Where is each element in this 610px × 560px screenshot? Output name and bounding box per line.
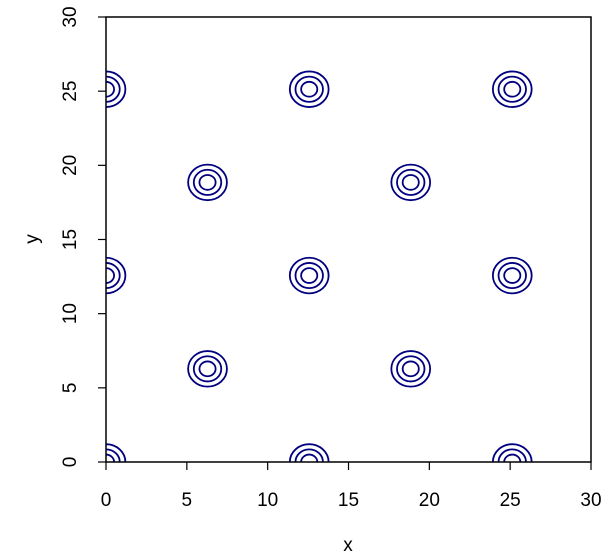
y-tick-label: 20	[60, 155, 81, 176]
contour-ring	[503, 267, 522, 284]
x-axis: 0 5 10 15 20 25 30	[101, 462, 602, 511]
contour-peak	[491, 70, 533, 108]
contour-ring	[187, 350, 228, 388]
contour-ring	[192, 355, 223, 383]
y-axis-label: y	[22, 234, 43, 244]
contour-ring	[300, 80, 319, 98]
contour-peak	[390, 350, 432, 388]
contour-ring	[491, 256, 533, 295]
contour-ring	[187, 163, 228, 202]
x-tick-label: 10	[257, 490, 278, 511]
x-tick-label: 5	[182, 490, 193, 511]
contour-layer	[106, 70, 533, 462]
contour-ring	[300, 267, 319, 284]
contour-ring	[396, 355, 426, 383]
y-tick-label: 15	[60, 229, 81, 250]
contour-ring	[106, 75, 121, 103]
contour-ring	[198, 174, 217, 191]
contour-peak	[106, 70, 127, 108]
contour-ring	[106, 262, 121, 290]
contour-ring	[396, 168, 426, 196]
x-tick-label: 25	[500, 490, 521, 511]
contour-ring	[300, 453, 319, 462]
contour-ring	[491, 70, 533, 108]
contour-ring	[401, 174, 420, 191]
y-tick-label: 10	[60, 303, 81, 324]
contour-ring	[497, 75, 527, 103]
y-axis: 0 5 10 15 20 25 30	[60, 6, 106, 467]
contour-peak	[187, 163, 228, 202]
contour-peak	[288, 70, 330, 108]
contour-peak	[390, 163, 432, 202]
x-tick-label: 20	[419, 490, 440, 511]
contour-ring	[390, 350, 432, 388]
contour-ring	[401, 360, 420, 378]
y-tick-label: 5	[60, 383, 81, 394]
contour-ring	[503, 453, 522, 462]
contour-ring	[503, 80, 522, 98]
x-tick-label: 15	[338, 490, 359, 511]
contour-peak	[491, 256, 533, 295]
contour-ring	[106, 80, 115, 98]
contour-ring	[106, 256, 127, 295]
contour-peak	[288, 256, 330, 295]
y-tick-label: 0	[60, 457, 81, 468]
contour-ring	[198, 360, 217, 378]
contour-ring	[390, 163, 432, 202]
contour-ring	[288, 443, 330, 462]
contour-ring	[106, 70, 127, 108]
x-tick-label: 30	[580, 490, 601, 511]
contour-peak	[106, 256, 127, 295]
y-tick-label: 25	[60, 81, 81, 102]
contour-ring	[288, 70, 330, 108]
contour-ring	[497, 262, 527, 290]
contour-ring	[491, 443, 533, 462]
y-tick-label: 30	[60, 6, 81, 27]
contour-ring	[294, 75, 324, 103]
contour-ring	[192, 168, 223, 196]
contour-ring	[294, 262, 324, 290]
x-tick-label: 0	[101, 490, 112, 511]
contour-ring	[288, 256, 330, 295]
x-axis-label: x	[343, 535, 353, 556]
contour-peak	[187, 350, 228, 388]
contour-ring	[106, 267, 115, 284]
